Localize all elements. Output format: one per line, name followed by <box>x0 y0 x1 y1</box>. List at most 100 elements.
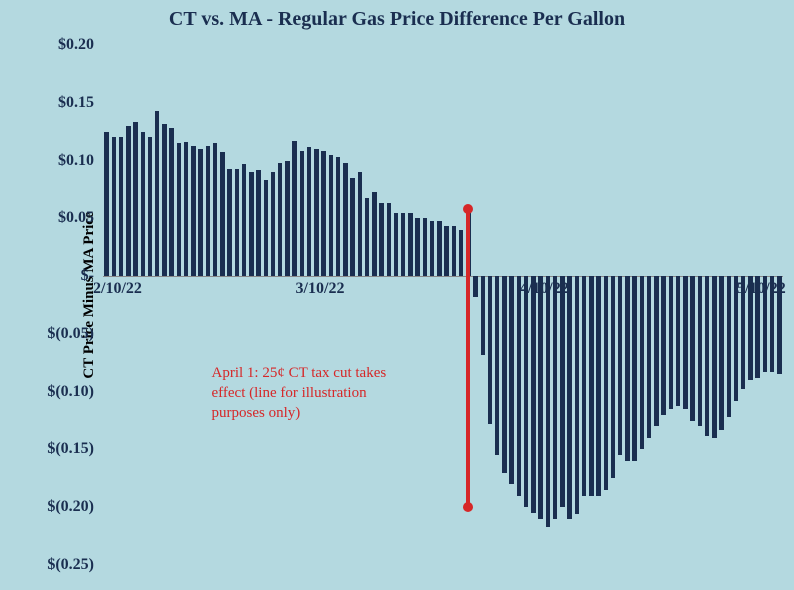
bar <box>133 122 137 276</box>
bar <box>459 230 463 276</box>
bar <box>690 276 694 420</box>
bar <box>632 276 636 461</box>
bar <box>741 276 745 389</box>
bar <box>307 147 311 276</box>
bar <box>509 276 513 484</box>
y-tick-label: $0.15 <box>58 94 94 112</box>
bar <box>755 276 759 378</box>
bar <box>553 276 557 519</box>
bar <box>560 276 564 507</box>
bar <box>473 276 477 297</box>
bar <box>191 146 195 277</box>
bar <box>264 180 268 276</box>
bar <box>734 276 738 401</box>
y-tick-label: $- <box>81 267 94 285</box>
bar <box>444 226 448 276</box>
bar <box>271 172 275 276</box>
bar <box>394 213 398 277</box>
bar <box>408 213 412 277</box>
bar <box>437 221 441 276</box>
bar <box>589 276 593 496</box>
bar <box>314 149 318 276</box>
chart-container: CT vs. MA - Regular Gas Price Difference… <box>0 0 794 590</box>
bar <box>104 132 108 276</box>
bar <box>350 178 354 276</box>
bar <box>177 143 181 276</box>
bar <box>640 276 644 449</box>
bar <box>162 124 166 277</box>
bar <box>748 276 752 380</box>
bar <box>169 128 173 276</box>
y-tick-label: $0.20 <box>58 36 94 54</box>
bar <box>661 276 665 415</box>
bar <box>126 126 130 276</box>
y-tick-label: $0.05 <box>58 209 94 227</box>
bar <box>531 276 535 513</box>
bar <box>777 276 781 374</box>
bar <box>329 155 333 276</box>
plot-area <box>103 45 783 565</box>
bar <box>430 221 434 276</box>
bar <box>625 276 629 461</box>
bar <box>654 276 658 426</box>
bar <box>379 203 383 276</box>
bar <box>256 170 260 276</box>
bar <box>321 151 325 276</box>
bar <box>676 276 680 405</box>
bar <box>567 276 571 519</box>
bar <box>220 152 224 276</box>
bar <box>365 198 369 277</box>
bar <box>618 276 622 455</box>
bar <box>611 276 615 478</box>
bar <box>343 163 347 276</box>
bar <box>415 218 419 276</box>
bar <box>502 276 506 472</box>
bar <box>575 276 579 514</box>
bar <box>705 276 709 435</box>
bar <box>495 276 499 455</box>
bar <box>112 137 116 276</box>
bar <box>546 276 550 527</box>
bar <box>336 157 340 276</box>
bar <box>770 276 774 372</box>
bar <box>227 169 231 276</box>
bar <box>358 172 362 276</box>
bar <box>582 276 586 496</box>
bar <box>488 276 492 424</box>
bar <box>249 172 253 276</box>
event-marker-line <box>466 209 470 507</box>
bar <box>719 276 723 430</box>
bar <box>119 137 123 276</box>
bar <box>198 149 202 276</box>
bar <box>596 276 600 496</box>
y-tick-label: $(0.15) <box>47 440 94 458</box>
bar <box>155 111 159 276</box>
bar <box>481 276 485 355</box>
event-marker-dot <box>463 204 473 214</box>
bar <box>300 151 304 276</box>
y-tick-label: $(0.25) <box>47 556 94 574</box>
y-tick-label: $(0.05) <box>47 325 94 343</box>
y-tick-label: $0.10 <box>58 152 94 170</box>
bar <box>647 276 651 438</box>
y-tick-label: $(0.10) <box>47 383 94 401</box>
bar <box>524 276 528 507</box>
annotation-text: April 1: 25¢ CT tax cut takeseffect (lin… <box>212 363 387 424</box>
bar <box>538 276 542 519</box>
bar <box>604 276 608 490</box>
bar <box>206 146 210 277</box>
bar <box>184 142 188 276</box>
bar <box>213 143 217 276</box>
bar <box>242 164 246 276</box>
bar <box>292 141 296 276</box>
bar <box>698 276 702 426</box>
bar <box>278 163 282 276</box>
bar <box>712 276 716 438</box>
chart-title: CT vs. MA - Regular Gas Price Difference… <box>0 8 794 31</box>
bar <box>683 276 687 409</box>
bar <box>372 192 376 276</box>
bar <box>401 213 405 277</box>
bar <box>517 276 521 496</box>
bar <box>669 276 673 409</box>
bar <box>423 218 427 276</box>
